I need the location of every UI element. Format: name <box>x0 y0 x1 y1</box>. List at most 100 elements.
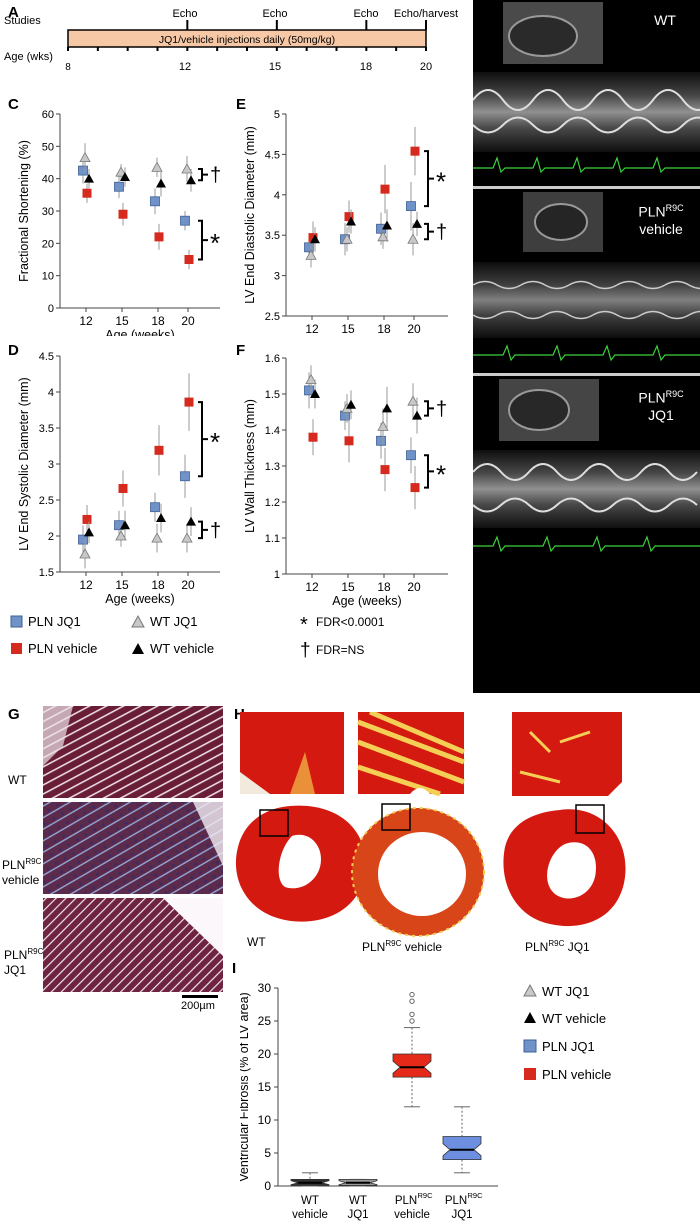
x-category-label-treat: JQ1 <box>451 1209 472 1221</box>
panel-letter-c: C <box>8 96 19 113</box>
histology-g-label-pln-jq1-treat: JQ1 <box>4 963 27 977</box>
legend-pln-jq1-marker <box>10 615 23 628</box>
significance-bracket <box>424 400 434 417</box>
h-zoom-pln-vehicle <box>357 712 465 797</box>
point-pln_vehicle <box>344 212 354 222</box>
x-category-label-gene: PLN <box>395 1195 417 1207</box>
legend-pln-vehicle-marker <box>11 643 22 654</box>
timeline-event-harvest: Echo/harvest <box>394 8 458 20</box>
timeline-event-echo-18: Echo <box>353 8 378 20</box>
histology-h-label-pln-jq1-gene: PLN <box>525 940 549 954</box>
point-wt_vehicle <box>186 516 196 526</box>
y-tick-label: 4.5 <box>265 149 280 161</box>
point-wt_jq1 <box>79 548 91 559</box>
echo-wt-block <box>473 2 700 174</box>
histology-g-label-pln-vehicle-treat: vehicle <box>2 873 40 887</box>
point-wt_jq1 <box>305 249 317 260</box>
histology-h-label-pln-vehicle: PLNR9C vehicle <box>362 936 442 955</box>
echo-label-pln-vehicle-gene: PLN <box>638 203 666 220</box>
histology-h-panel <box>235 712 626 937</box>
histology-h-label-pln-jq1-treat: JQ1 <box>564 940 590 954</box>
chart-end-systolic-diameter: 1.5 2 2.5 3 3.5 4 4.5 12 15 18 20 Age (weeks) LV End… <box>17 351 221 606</box>
legend-marker <box>524 1012 536 1023</box>
y-tick-label: 1.5 <box>265 389 280 401</box>
legend-wt-vehicle-marker <box>132 643 144 654</box>
x-category-label-treat: vehicle <box>394 1209 430 1221</box>
echo-label-pln-jq1: PLNR9C JQ1 <box>623 386 699 424</box>
point-wt_jq1 <box>151 161 163 172</box>
echo-label-pln-vehicle-sup: R9C <box>665 203 684 213</box>
timeline-event-echo-12: Echo <box>172 8 197 20</box>
echo-label-wt: WT <box>654 12 676 28</box>
y-tick-label: 3 <box>274 271 280 283</box>
x-tick-label: 18 <box>377 322 391 336</box>
panel-letter-f: F <box>236 342 246 359</box>
echo-label-pln-jq1-gene: PLN <box>638 389 666 406</box>
point-pln_jq1 <box>180 215 190 226</box>
legend-pln-jq1: PLN JQ1 <box>28 614 81 629</box>
point-wt_vehicle <box>84 527 94 537</box>
y-tick-label: 3.5 <box>39 423 54 435</box>
point-pln_vehicle <box>118 483 128 493</box>
x-category-label-line2: vehicle <box>292 1209 328 1221</box>
point-wt_jq1 <box>407 395 419 406</box>
y-tick-label: 50 <box>42 141 54 153</box>
x-category-label-sup: R9C <box>467 1191 483 1200</box>
x-tick-label: 12 <box>305 580 319 594</box>
point-pln_jq1 <box>150 502 160 513</box>
legend-label: PLN JQ1 <box>542 1039 595 1054</box>
histology-h-label-pln-jq1: PLNR9C JQ1 <box>525 936 590 955</box>
significance-symbol: * <box>436 167 446 197</box>
histology-g-pln-vehicle-image <box>43 802 223 894</box>
point-pln_vehicle <box>380 184 390 194</box>
echo-label-pln-vehicle: PLNR9C vehicle <box>623 200 699 238</box>
y-axis-label: Ventricular Fibrosis (% of LV area) <box>240 992 251 1181</box>
x-axis-label: Age (weeks) <box>105 328 174 336</box>
x-category-label-gene: PLN <box>445 1195 467 1207</box>
point-wt_jq1 <box>115 530 127 541</box>
point-wt_jq1 <box>377 230 389 242</box>
y-axis-label: Fractional Shortening (%) <box>17 140 31 282</box>
point-wt_jq1 <box>79 151 91 163</box>
point-wt_jq1 <box>181 532 193 543</box>
x-axis-label: Age (weeks) <box>332 594 401 608</box>
y-axis-label: LV End Systolic Diameter (mm) <box>17 377 31 550</box>
significance-bracket <box>198 219 208 261</box>
histology-g-label-pln-vehicle-sup: R9C <box>25 857 42 866</box>
x-tick-label: 18 <box>151 314 165 328</box>
point-pln_jq1 <box>406 450 416 461</box>
point-wt_vehicle <box>120 172 130 182</box>
point-wt_vehicle <box>346 399 356 409</box>
y-tick-label: 10 <box>42 271 54 283</box>
legend-label: PLN vehicle <box>542 1067 611 1082</box>
panel-letter-e: E <box>236 96 247 113</box>
legend-marker <box>523 983 537 997</box>
x-tick-label: 20 <box>407 322 421 336</box>
h-section-wt <box>235 805 366 922</box>
panel-letter-d: D <box>8 342 19 359</box>
significance-bracket <box>424 222 434 241</box>
histology-h-label-pln-vehicle-gene: PLN <box>362 940 386 954</box>
point-pln_jq1 <box>150 196 160 207</box>
y-tick-label: 15 <box>258 1080 272 1094</box>
y-tick-label: 30 <box>258 981 272 995</box>
point-pln_jq1 <box>78 534 88 545</box>
significance-symbol: † <box>210 165 221 187</box>
x-tick-label: 20 <box>181 578 195 592</box>
histology-g-label-pln-jq1-gene: PLN <box>4 948 28 962</box>
point-wt_vehicle <box>412 218 422 228</box>
histology-g-graphics <box>43 706 223 992</box>
point-pln_jq1 <box>304 242 314 253</box>
echo-label-pln-jq1-treat: JQ1 <box>648 406 674 423</box>
histology-g-label-pln-vehicle-gene: PLN <box>2 858 26 872</box>
y-tick-label: 3 <box>48 459 54 471</box>
point-wt_jq1 <box>115 166 127 177</box>
timeline-age-15: 15 <box>269 61 281 73</box>
timeline-age-label: Age (wks) <box>4 51 53 63</box>
timeline-age-12: 12 <box>179 61 191 73</box>
x-tick-label: 18 <box>377 580 391 594</box>
echo-pln-vehicle-block <box>473 192 700 362</box>
y-tick-label: 5 <box>274 109 280 121</box>
y-tick-label: 0 <box>264 1179 271 1193</box>
y-tick-label: 2.5 <box>265 311 280 323</box>
